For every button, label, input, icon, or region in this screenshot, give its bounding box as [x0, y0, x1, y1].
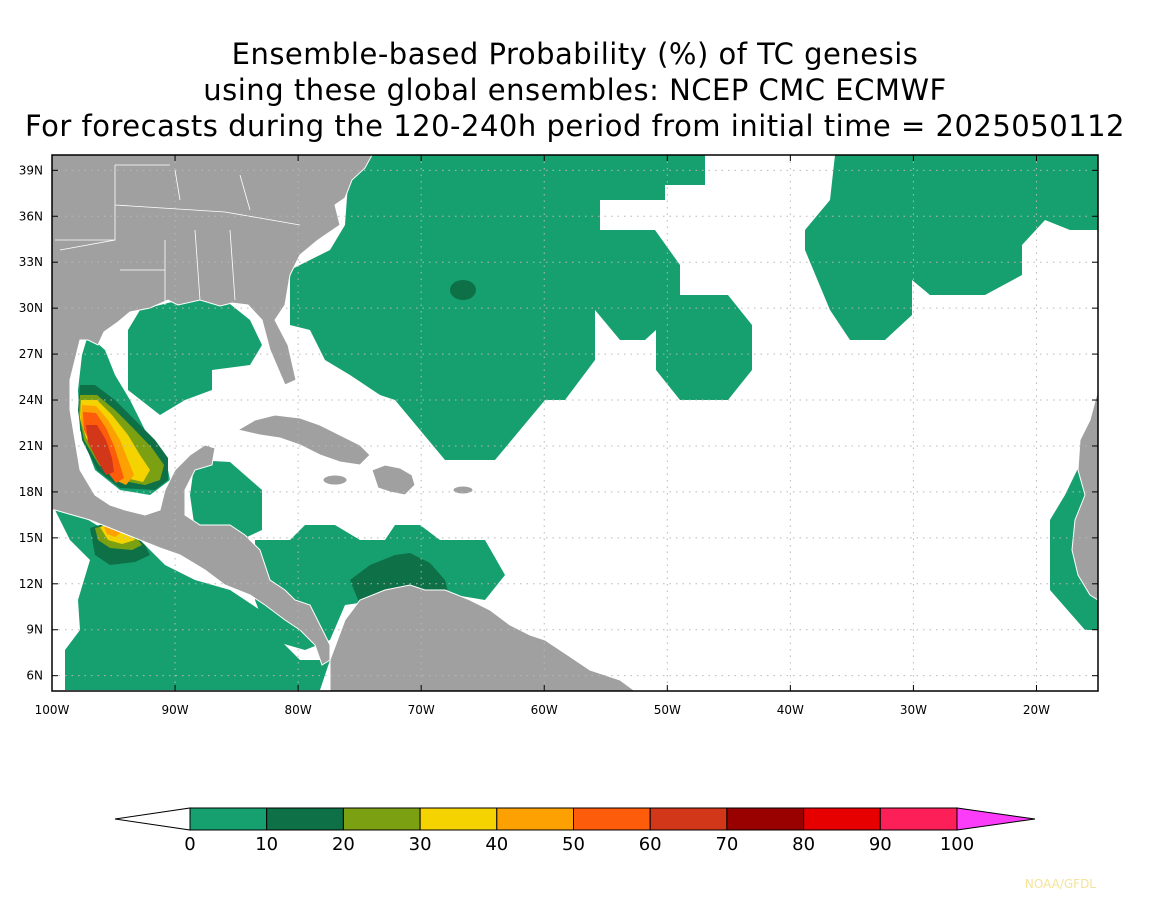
probability-60-70-region	[86, 425, 114, 475]
colorbar-label: 90	[869, 834, 892, 855]
lon-tick-label: 100W	[35, 703, 70, 717]
lat-tick-label: 9N	[26, 623, 43, 637]
lon-tick-label: 40W	[777, 703, 804, 717]
colorbar-label: 80	[792, 834, 815, 855]
map-content	[52, 155, 1098, 691]
colorbar-swatch	[419, 807, 498, 831]
colorbar-label: 60	[639, 834, 662, 855]
lat-tick-label: 27N	[19, 347, 43, 361]
colorbar-label: 10	[255, 834, 278, 855]
lon-tick-label: 50W	[654, 703, 681, 717]
latitude-axis: 39N 36N 33N 30N 27N 24N 21N 18N 15N 12N 9N 6N	[19, 163, 1098, 683]
colorbar-label: 30	[409, 834, 432, 855]
longitude-axis: 100W 90W 80W 70W 60W 50W 40W 30W 20W	[35, 155, 1050, 717]
cuba-land	[236, 414, 371, 466]
north-america-land	[52, 155, 373, 666]
lon-tick-label: 80W	[285, 703, 312, 717]
land-masses	[52, 155, 1098, 691]
colorbar-swatch	[879, 807, 958, 831]
colorbar-swatch	[496, 807, 574, 831]
colorbar-label: 50	[562, 834, 585, 855]
colorbar-over-triangle	[956, 807, 1036, 831]
lon-tick-label: 90W	[161, 703, 188, 717]
hispaniola-land	[371, 464, 416, 496]
colorbar-label: 70	[715, 834, 738, 855]
colorbar-swatch	[649, 807, 728, 831]
map-frame	[51, 154, 1099, 692]
colorbar-swatch	[342, 807, 421, 831]
colorbar-swatch	[803, 807, 881, 831]
colorbar-swatch	[573, 807, 651, 831]
colorbar-label: 20	[332, 834, 355, 855]
colorbar-label: 40	[485, 834, 508, 855]
credit-text: NOAA/GFDL	[1025, 877, 1096, 891]
colorbar-swatch	[189, 807, 268, 831]
lat-tick-label: 12N	[19, 577, 43, 591]
colorbar-label: 100	[940, 834, 974, 855]
lat-tick-label: 24N	[19, 393, 43, 407]
lon-tick-label: 30W	[900, 703, 927, 717]
lon-tick-label: 20W	[1023, 703, 1050, 717]
title-line-2: using these global ensembles: NCEP CMC E…	[203, 73, 947, 107]
lon-tick-label: 60W	[531, 703, 558, 717]
map-gridlines	[52, 155, 1098, 691]
colorbar-label: 0	[184, 834, 195, 855]
colorbar-swatch	[726, 807, 805, 831]
lat-tick-label: 36N	[19, 209, 43, 223]
colorbar-swatch	[266, 807, 344, 831]
state-borders	[55, 164, 301, 305]
title-line-3: For forecasts during the 120-240h period…	[24, 109, 1126, 143]
colorbar-under-triangle	[114, 807, 191, 831]
lat-tick-label: 33N	[19, 255, 43, 269]
lon-tick-label: 70W	[408, 703, 435, 717]
africa-land	[1071, 389, 1098, 601]
lat-tick-label: 21N	[19, 439, 43, 453]
lat-tick-label: 15N	[19, 531, 43, 545]
lat-tick-label: 30N	[19, 301, 43, 315]
colorbar: 0 10 20 30 40 50 60 70 80 90 100	[114, 807, 1036, 855]
lat-tick-label: 6N	[26, 669, 43, 683]
lat-tick-label: 39N	[19, 163, 43, 177]
jamaica-land	[322, 474, 348, 486]
puerto-rico-land	[452, 485, 474, 495]
title-line-1: Ensemble-based Probability (%) of TC gen…	[231, 37, 919, 71]
lat-tick-label: 18N	[19, 485, 43, 499]
